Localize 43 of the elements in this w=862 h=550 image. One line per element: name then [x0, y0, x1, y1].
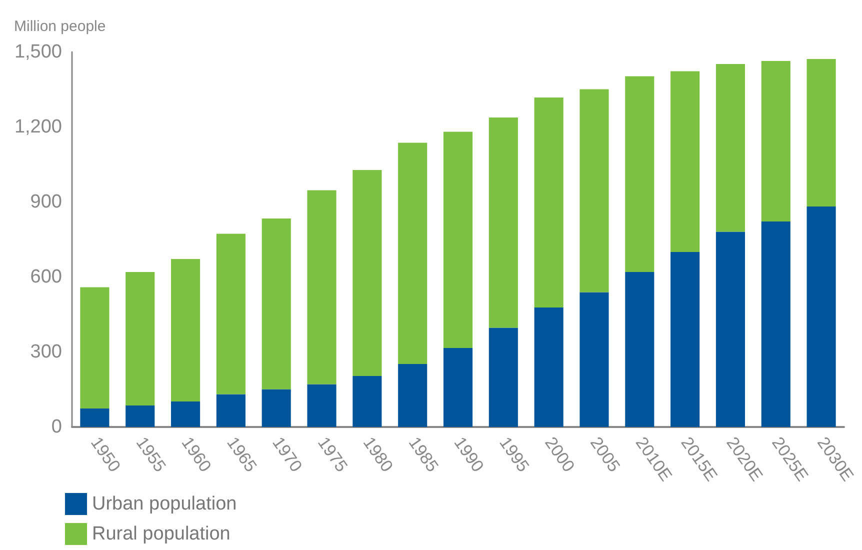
bar — [443, 348, 473, 427]
bar — [761, 222, 790, 427]
bar — [80, 408, 110, 427]
bar — [216, 234, 246, 394]
bar — [126, 272, 155, 406]
y-axis-title: Million people — [14, 18, 106, 35]
bar — [534, 98, 564, 308]
bar — [307, 384, 336, 427]
bar — [670, 71, 700, 252]
bar — [307, 190, 336, 384]
bar — [80, 287, 110, 408]
bar — [262, 389, 291, 427]
bar — [488, 118, 518, 328]
bar — [761, 61, 790, 222]
bar — [126, 406, 155, 427]
bar — [625, 76, 654, 272]
bar — [534, 308, 564, 427]
bar — [216, 394, 246, 427]
legend-label: Urban population — [92, 494, 237, 514]
y-tick-label: 600 — [30, 266, 62, 288]
bar — [806, 59, 836, 206]
bar — [398, 364, 428, 427]
bar — [670, 252, 700, 427]
y-tick-label: 300 — [30, 342, 62, 362]
bar — [262, 218, 291, 390]
bar — [398, 142, 428, 364]
bar — [352, 170, 382, 376]
bar — [443, 132, 473, 348]
bar — [716, 64, 745, 232]
y-tick-label: 0 — [51, 416, 62, 438]
bar — [716, 232, 745, 427]
bar — [625, 272, 654, 427]
bar — [171, 259, 200, 402]
bar — [352, 376, 382, 427]
bar — [580, 292, 609, 427]
y-tick-label: 1,200 — [14, 116, 62, 138]
bar — [171, 402, 200, 427]
bar — [488, 328, 518, 427]
y-tick-label: 900 — [30, 192, 62, 212]
bar — [806, 206, 836, 427]
legend-label: Rural population — [92, 524, 230, 544]
y-tick-label: 1,500 — [14, 42, 62, 62]
bar — [580, 89, 609, 292]
